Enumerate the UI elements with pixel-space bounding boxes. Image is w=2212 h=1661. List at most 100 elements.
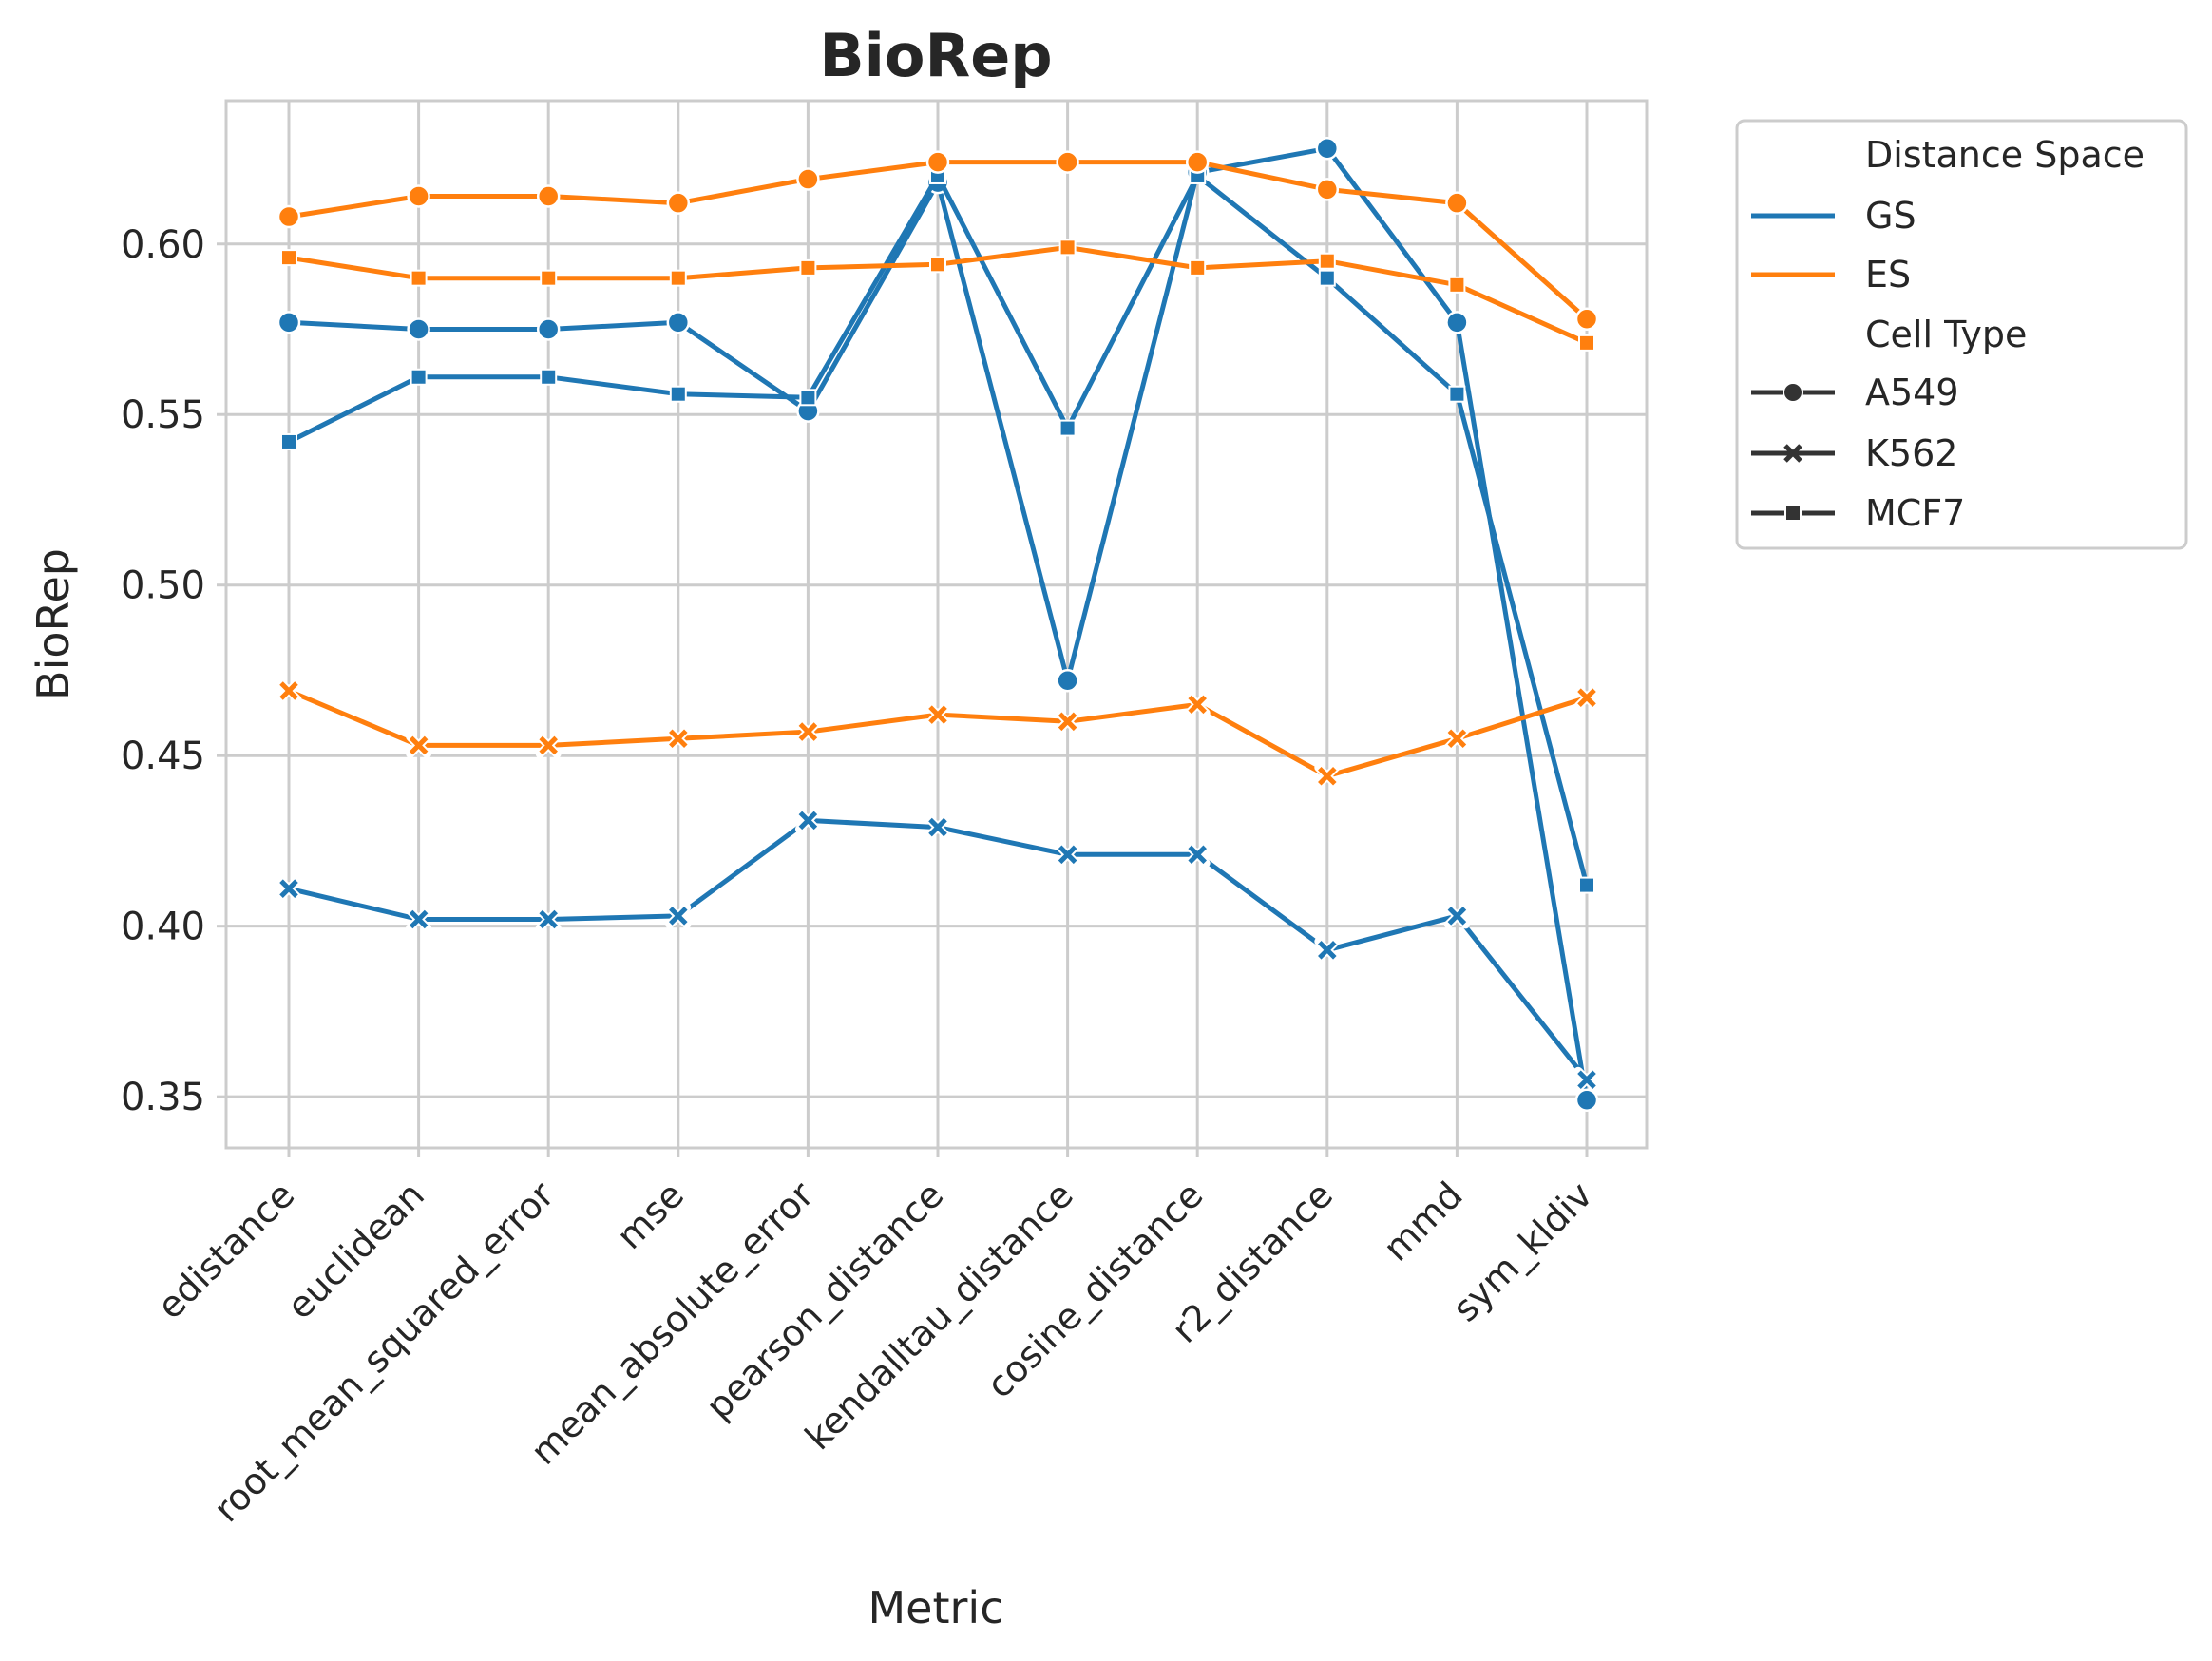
data-point — [540, 368, 558, 386]
data-point — [406, 906, 432, 932]
data-point — [276, 678, 302, 704]
data-point — [799, 389, 817, 407]
data-point — [1448, 385, 1466, 403]
data-point — [1185, 150, 1210, 174]
data-point — [1443, 903, 1470, 929]
marker-stroke — [539, 909, 558, 929]
x-tick-label: edistance — [149, 1174, 303, 1327]
marker-stroke — [409, 909, 429, 929]
marker-stroke — [1577, 1070, 1596, 1089]
y-tick-label: 0.45 — [121, 735, 205, 778]
data-point — [669, 385, 687, 403]
data-point — [1056, 668, 1079, 693]
data-point — [1058, 239, 1077, 257]
data-point — [276, 204, 301, 229]
data-point — [535, 732, 562, 758]
legend-frame — [1735, 119, 2188, 550]
series-group — [276, 137, 1600, 1112]
legend-label-a549: A549 — [1865, 372, 1959, 413]
data-point — [1445, 311, 1469, 334]
series-gs-mcf7 — [280, 166, 1595, 894]
legend-style-title: Cell Type — [1865, 314, 2027, 355]
legend-label-mcf7: MCF7 — [1865, 492, 1965, 534]
marker-stroke — [1447, 729, 1467, 749]
marker-stroke — [798, 811, 818, 830]
legend-label-gs: GS — [1865, 195, 1916, 237]
data-point — [1184, 691, 1211, 717]
marker-stroke — [279, 681, 298, 700]
data-point — [1184, 841, 1211, 868]
series-es-a549 — [276, 150, 1599, 331]
data-point — [407, 184, 430, 208]
data-point — [535, 906, 562, 932]
series-gs-k562 — [276, 807, 1600, 1093]
legend: Distance Space GS ES Cell Type A549 K562… — [1735, 119, 2188, 550]
data-point — [1315, 178, 1340, 201]
data-point — [794, 718, 821, 745]
y-axis-label: BioRep — [28, 548, 79, 700]
data-point — [410, 269, 428, 287]
data-point — [1318, 269, 1336, 287]
y-tick-label: 0.35 — [121, 1076, 205, 1119]
data-point — [410, 368, 428, 386]
marker-stroke — [539, 735, 558, 755]
data-point — [1574, 307, 1599, 331]
legend-label-es: ES — [1865, 254, 1911, 296]
y-tick-label: 0.55 — [121, 393, 205, 437]
data-point — [1578, 334, 1595, 352]
chart-title: BioRep — [819, 21, 1052, 90]
data-point — [669, 269, 687, 287]
marker-stroke — [279, 879, 298, 898]
marker-stroke — [928, 817, 947, 837]
data-point — [925, 150, 950, 174]
marker-stroke — [1058, 845, 1077, 865]
data-point — [1055, 708, 1081, 735]
data-point — [1315, 137, 1340, 161]
data-point — [1318, 252, 1336, 270]
data-point — [1578, 876, 1595, 894]
y-tick-label: 0.60 — [121, 223, 205, 267]
y-axis-ticks: 0.35 0.40 0.45 0.50 0.55 0.60 — [121, 223, 226, 1119]
data-point — [929, 256, 946, 274]
data-point — [1573, 1066, 1600, 1093]
x-tick-label: mmd — [1375, 1174, 1471, 1270]
data-point — [1443, 725, 1470, 752]
marker-stroke — [1188, 695, 1207, 715]
marker-stroke — [1318, 766, 1337, 786]
x-axis-label: Metric — [868, 1582, 1003, 1633]
marker-stroke — [1058, 712, 1077, 732]
data-point — [925, 701, 951, 728]
data-point — [536, 317, 561, 341]
marker-stroke — [1447, 907, 1467, 926]
data-point — [406, 732, 432, 758]
data-point — [276, 311, 301, 334]
data-point — [540, 269, 558, 287]
marker-stroke — [928, 705, 947, 724]
data-point — [280, 432, 297, 450]
data-point — [796, 167, 820, 191]
x-axis-ticks: edistanceeuclideanroot_mean_squared_erro… — [149, 1148, 1600, 1530]
marker-stroke — [1577, 688, 1596, 707]
data-point — [1189, 258, 1207, 277]
data-point — [276, 875, 302, 902]
data-point — [1445, 191, 1469, 215]
data-point — [799, 258, 817, 277]
data-point — [666, 311, 691, 334]
series-es-k562 — [276, 678, 1600, 790]
data-point — [1314, 763, 1341, 790]
marker-stroke — [798, 722, 818, 741]
data-point — [925, 814, 951, 841]
data-point — [1058, 419, 1077, 437]
series-es-mcf7 — [280, 239, 1595, 352]
data-point — [1574, 1088, 1599, 1112]
data-point — [1314, 937, 1341, 964]
data-point — [665, 903, 692, 929]
x-tick-label: cosine_distance — [979, 1174, 1211, 1406]
marker-stroke — [1188, 845, 1207, 865]
x-tick-label: mse — [608, 1174, 692, 1257]
legend-marker-circle — [1783, 382, 1803, 403]
data-point — [794, 807, 821, 833]
x-tick-label: sym_kldiv — [1444, 1174, 1600, 1329]
marker-stroke — [669, 729, 688, 749]
